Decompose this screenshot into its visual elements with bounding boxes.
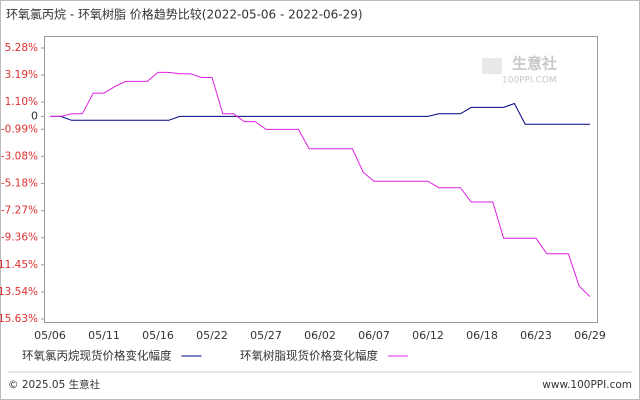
x-tick-label: 06/12 — [412, 329, 444, 342]
footer-left: © 2025.05 生意社 — [8, 378, 101, 391]
y-tick-label: -13.54% — [0, 286, 38, 298]
legend-label: 环氧氯丙烷现货价格变化幅度 — [22, 349, 172, 363]
x-tick-label: 05/06 — [34, 329, 66, 342]
x-tick-label: 05/11 — [88, 329, 120, 342]
x-tick-label: 06/07 — [358, 329, 390, 342]
y-tick-label: -9.36% — [1, 232, 38, 244]
x-tick-label: 05/16 — [142, 329, 174, 342]
x-tick-label: 05/27 — [250, 329, 282, 342]
series-line — [50, 71, 591, 297]
watermark-icon — [482, 58, 502, 74]
footer-right: www.100PPI.com — [542, 379, 632, 391]
y-tick-label: 5.28% — [5, 42, 38, 54]
plot-area — [44, 36, 598, 323]
y-tick-label: -11.45% — [0, 259, 38, 271]
y-tick-label: -0.99% — [1, 123, 38, 135]
y-tick-label: -15.63% — [0, 313, 38, 325]
series-line — [50, 102, 590, 125]
y-tick-label: -5.18% — [1, 178, 38, 190]
watermark-name: 生意社 — [512, 55, 557, 73]
chart-title: 环氧氯丙烷 - 环氧树脂 价格趋势比较(2022-05-06 - 2022-06… — [6, 7, 363, 22]
legend-label: 环氧树脂现货价格变化幅度 — [240, 349, 378, 363]
y-tick-label: -3.08% — [1, 150, 38, 162]
y-tick-label: 0 — [31, 109, 38, 122]
watermark-url: 100PPI.COM — [502, 76, 557, 86]
y-tick-label: -7.27% — [1, 205, 38, 217]
x-tick-label: 06/23 — [520, 329, 552, 342]
y-tick-label: 1.10% — [5, 96, 38, 108]
x-tick-label: 06/02 — [304, 329, 336, 342]
x-tick-label: 05/22 — [196, 329, 228, 342]
x-tick-label: 06/18 — [466, 329, 498, 342]
x-tick-label: 06/29 — [574, 329, 606, 342]
y-tick-label: 3.19% — [5, 69, 38, 81]
